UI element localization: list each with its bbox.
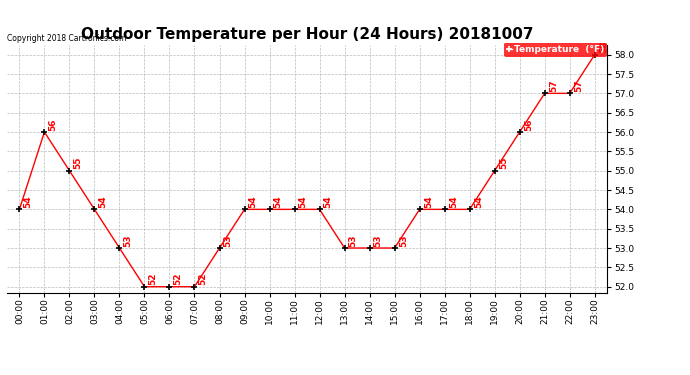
Text: 53: 53 bbox=[348, 234, 357, 247]
Text: 54: 54 bbox=[23, 195, 32, 208]
Text: 58: 58 bbox=[599, 41, 608, 53]
Text: 52: 52 bbox=[199, 273, 208, 285]
Text: 54: 54 bbox=[324, 195, 333, 208]
Text: 54: 54 bbox=[424, 195, 433, 208]
Title: Outdoor Temperature per Hour (24 Hours) 20181007: Outdoor Temperature per Hour (24 Hours) … bbox=[81, 27, 533, 42]
Text: 54: 54 bbox=[274, 195, 283, 208]
Text: 54: 54 bbox=[474, 195, 483, 208]
Text: 54: 54 bbox=[299, 195, 308, 208]
Text: 56: 56 bbox=[524, 118, 533, 130]
Text: 53: 53 bbox=[399, 234, 408, 247]
Text: 54: 54 bbox=[248, 195, 257, 208]
Text: 52: 52 bbox=[148, 273, 157, 285]
Text: 53: 53 bbox=[374, 234, 383, 247]
Text: 54: 54 bbox=[448, 195, 457, 208]
Text: 53: 53 bbox=[124, 234, 132, 247]
Text: 55: 55 bbox=[74, 157, 83, 169]
Text: 56: 56 bbox=[48, 118, 57, 130]
Text: 55: 55 bbox=[499, 157, 508, 169]
Legend: Temperature  (°F): Temperature (°F) bbox=[504, 42, 607, 57]
Text: 53: 53 bbox=[224, 234, 233, 247]
Text: 52: 52 bbox=[174, 273, 183, 285]
Text: 54: 54 bbox=[99, 195, 108, 208]
Text: 57: 57 bbox=[574, 80, 583, 92]
Text: Copyright 2018 Cartronics.com: Copyright 2018 Cartronics.com bbox=[7, 33, 126, 42]
Text: 57: 57 bbox=[549, 80, 558, 92]
